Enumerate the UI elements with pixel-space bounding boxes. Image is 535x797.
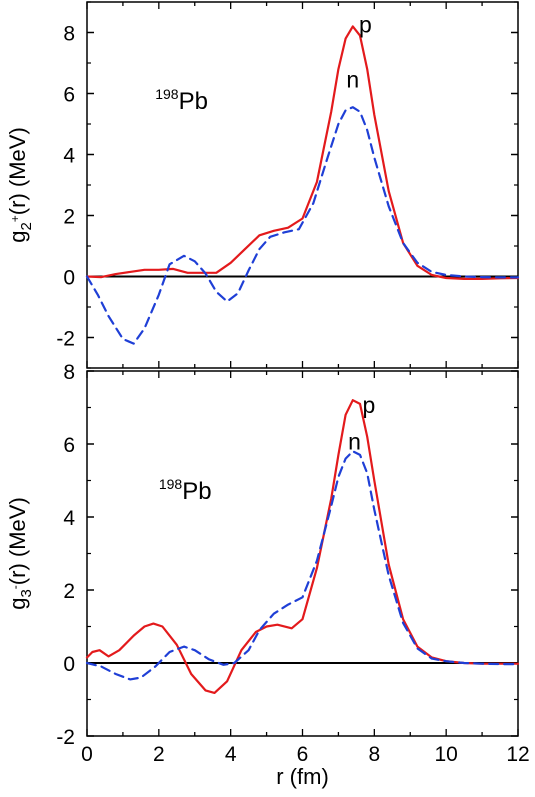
y-tick-label: 6 <box>63 434 75 457</box>
y-tick-label: 4 <box>63 145 75 168</box>
series-line-p <box>85 25 520 280</box>
y-axis-label: g3-(r) (MeV) <box>5 497 35 610</box>
series-label-n: n <box>348 428 361 454</box>
x-tick-label: 4 <box>225 743 237 766</box>
y-tick-label: 2 <box>63 580 75 603</box>
series-line-n <box>85 106 520 345</box>
x-tick-label: 12 <box>506 743 529 766</box>
series-label-n: n <box>346 66 359 92</box>
y-tick-label: 4 <box>63 507 75 530</box>
y-tick-label: 8 <box>63 361 75 384</box>
y-tick-label: -2 <box>56 726 75 749</box>
y-tick-label: 0 <box>63 653 75 676</box>
x-tick-label: 6 <box>297 743 309 766</box>
nucleus-label: 198Pb <box>159 476 212 505</box>
x-tick-label: 2 <box>153 743 165 766</box>
panel-top-g2: -2 0 2 4 6 8 g2+(r) (MeV) 198Pb p n <box>5 1 520 369</box>
y-tick-label: 6 <box>63 84 75 107</box>
y-tick-label: 8 <box>63 23 75 46</box>
x-tick-label: 8 <box>368 743 380 766</box>
nucleus-label: 198Pb <box>155 86 208 115</box>
y-tick-label: 0 <box>63 267 75 290</box>
plot-frame <box>86 370 519 737</box>
x-tick-label: 10 <box>434 743 457 766</box>
series-label-p: p <box>363 392 376 418</box>
y-axis-label: g2+(r) (MeV) <box>5 127 35 243</box>
x-tick-label: 0 <box>81 743 93 766</box>
panel-bottom-g3: -2 0 2 4 6 8 0 2 4 6 8 10 12 r (fm) g3-(r) (MeV) 198Pb p… <box>5 361 530 789</box>
series-line-n <box>85 450 520 681</box>
series-label-p: p <box>359 12 372 38</box>
y-tick-label: -2 <box>56 328 75 351</box>
y-tick-label: 2 <box>63 206 75 229</box>
series-line-p <box>85 399 520 695</box>
x-axis-label: r (fm) <box>276 764 329 789</box>
